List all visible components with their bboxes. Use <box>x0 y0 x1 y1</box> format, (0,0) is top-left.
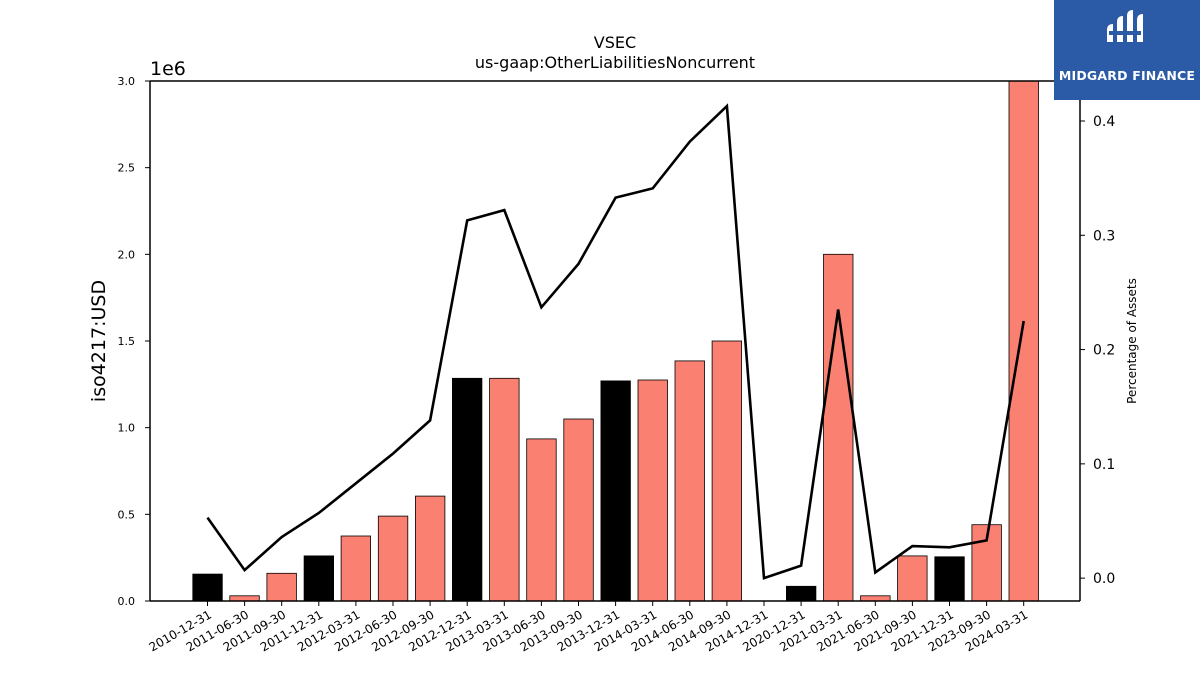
chart-subtitle: us-gaap:OtherLiabilitiesNoncurrent <box>475 53 755 72</box>
bar-2012-09-30 <box>414 495 446 602</box>
y-tick-label: 0.5 <box>118 508 136 521</box>
y-axis-label: iso4217:USD <box>88 280 110 402</box>
logo: MIDGARD FINANCE <box>1054 0 1200 100</box>
bar-2014-06-30 <box>674 360 705 602</box>
y-right-tick-label: 0.4 <box>1093 114 1115 130</box>
bar-2012-06-30 <box>377 515 409 602</box>
line-group <box>206 103 1025 580</box>
bar-2013-06-30 <box>526 438 557 602</box>
y-tick-label: 3.0 <box>118 75 136 88</box>
y-tick-label: 1.0 <box>118 422 136 435</box>
bar-2021-06-30 <box>860 595 891 602</box>
bar-2014-03-31 <box>637 379 668 602</box>
logo-text: MIDGARD FINANCE <box>1058 68 1196 83</box>
y-tick-label: 2.0 <box>118 248 136 261</box>
bar-2012-12-31 <box>451 377 483 602</box>
bar-2011-06-30 <box>229 595 260 602</box>
bar-2013-03-31 <box>489 377 520 602</box>
bar-2010-12-31 <box>192 573 223 602</box>
y-tick-label: 1.5 <box>118 335 136 348</box>
midgard-logo-icon <box>1107 10 1143 42</box>
y-right-axis-label: Percentage of Assets <box>1125 278 1139 404</box>
bar-2024-03-31 <box>1008 80 1039 602</box>
chart-title: VSEC <box>594 33 636 52</box>
bar-group <box>192 80 1039 602</box>
bar-2011-12-31 <box>303 555 335 602</box>
bar-2021-09-30 <box>897 555 928 602</box>
y-tick-label: 0.0 <box>118 595 136 608</box>
bar-2020-12-31 <box>786 585 817 602</box>
y-multiplier-label: 1e6 <box>150 58 186 80</box>
y-right-tick-label: 0.2 <box>1093 343 1115 359</box>
y-right-tick-label: 0.1 <box>1093 457 1115 473</box>
bar-2013-12-31 <box>600 380 631 602</box>
percentage-of-assets-line <box>206 103 1025 580</box>
y-tick-label: 2.5 <box>118 162 136 175</box>
bar-2021-03-31 <box>823 253 854 602</box>
y-right-tick-label: 0.3 <box>1093 228 1115 244</box>
bar-2013-09-30 <box>563 418 594 602</box>
bar-2021-12-31 <box>934 556 965 602</box>
bar-2014-09-30 <box>711 340 742 602</box>
bar-2011-09-30 <box>266 572 297 602</box>
y-right-tick-label: 0.0 <box>1093 571 1115 587</box>
bar-2012-03-31 <box>340 535 372 602</box>
